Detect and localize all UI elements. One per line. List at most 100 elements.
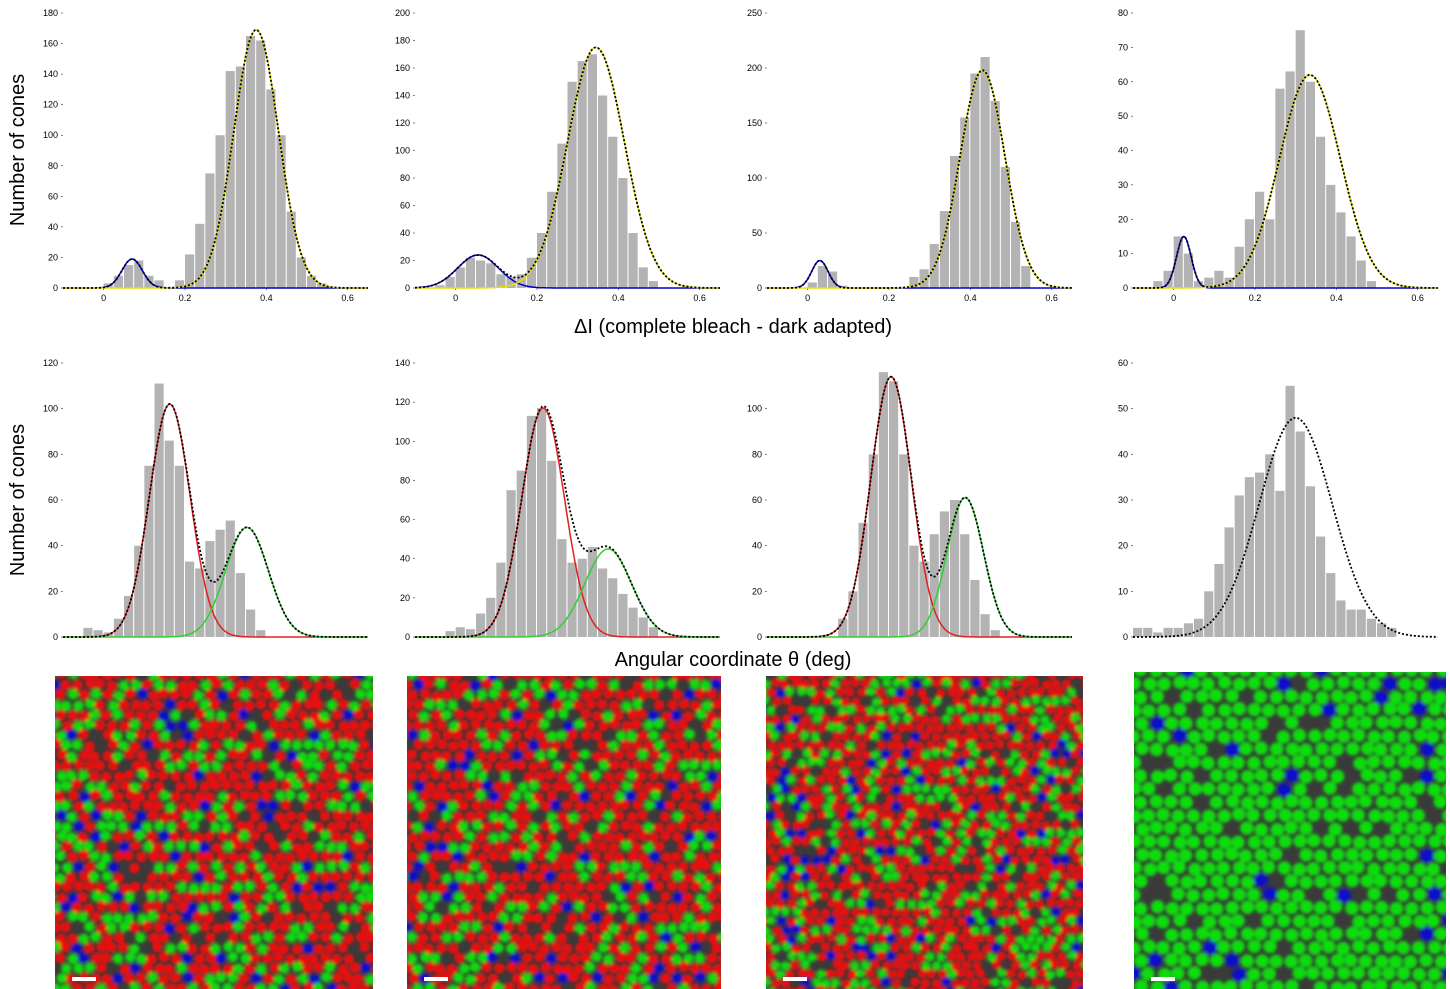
cone bbox=[257, 944, 267, 954]
cone bbox=[1016, 670, 1025, 679]
cone bbox=[66, 730, 76, 740]
cone bbox=[487, 730, 497, 740]
cone bbox=[615, 892, 625, 902]
cone bbox=[325, 962, 335, 972]
cone bbox=[1077, 934, 1086, 943]
cone bbox=[962, 837, 971, 846]
cone bbox=[89, 751, 99, 761]
cone bbox=[119, 922, 129, 932]
cone bbox=[79, 750, 89, 760]
cone bbox=[712, 800, 722, 810]
cone bbox=[436, 678, 446, 688]
cone bbox=[574, 801, 584, 811]
cone bbox=[827, 740, 836, 749]
cone bbox=[430, 770, 440, 780]
cone bbox=[1210, 954, 1224, 968]
cone bbox=[782, 750, 791, 759]
cone bbox=[1411, 756, 1425, 770]
cone bbox=[667, 781, 677, 791]
cone bbox=[1195, 953, 1209, 967]
cone bbox=[303, 739, 313, 749]
cone bbox=[1165, 874, 1179, 888]
cone bbox=[1166, 744, 1180, 758]
cone bbox=[413, 739, 423, 749]
cone bbox=[777, 742, 786, 751]
cone bbox=[256, 922, 266, 932]
cone bbox=[562, 861, 572, 871]
cone bbox=[403, 963, 413, 973]
cone bbox=[1285, 928, 1299, 942]
cone bbox=[1413, 888, 1427, 902]
cone bbox=[855, 758, 864, 767]
cone bbox=[1076, 741, 1085, 750]
cone bbox=[460, 882, 470, 892]
cone bbox=[465, 891, 475, 901]
cone bbox=[557, 933, 567, 943]
cone bbox=[580, 852, 590, 862]
cone bbox=[350, 881, 360, 891]
cone bbox=[797, 969, 806, 978]
cone bbox=[487, 709, 497, 719]
cone bbox=[796, 916, 805, 925]
cone bbox=[811, 696, 820, 705]
cone bbox=[1196, 902, 1210, 916]
cone bbox=[1067, 688, 1076, 697]
cone bbox=[857, 688, 866, 697]
cone bbox=[471, 921, 481, 931]
cone bbox=[1067, 934, 1076, 943]
cone bbox=[285, 892, 295, 902]
cone bbox=[443, 729, 453, 739]
cone bbox=[1051, 697, 1060, 706]
cone bbox=[932, 803, 941, 812]
cone bbox=[673, 892, 683, 902]
cone bbox=[125, 892, 135, 902]
cone bbox=[155, 963, 165, 973]
cone bbox=[725, 700, 735, 710]
cone bbox=[158, 912, 168, 922]
cone bbox=[638, 911, 648, 921]
cone bbox=[401, 922, 411, 932]
cone bbox=[430, 932, 440, 942]
cone bbox=[274, 670, 284, 680]
cone bbox=[390, 759, 400, 769]
cone bbox=[101, 831, 111, 841]
cone bbox=[1070, 820, 1079, 829]
cone bbox=[569, 891, 579, 901]
cone bbox=[598, 822, 608, 832]
cone bbox=[682, 670, 692, 680]
cone bbox=[356, 893, 366, 903]
cone bbox=[812, 714, 821, 723]
cone bbox=[1353, 757, 1367, 771]
cone bbox=[962, 926, 971, 935]
cone bbox=[627, 710, 637, 720]
bar bbox=[527, 416, 536, 637]
cone bbox=[609, 963, 619, 973]
cone bbox=[442, 873, 452, 883]
cone bbox=[418, 912, 428, 922]
bar bbox=[991, 630, 1000, 637]
cone bbox=[880, 943, 889, 952]
cone bbox=[170, 811, 180, 821]
cone bbox=[43, 690, 53, 700]
cone bbox=[435, 964, 445, 974]
cone bbox=[1001, 821, 1010, 830]
cone bbox=[67, 832, 77, 842]
cone bbox=[842, 784, 851, 793]
cone bbox=[546, 691, 556, 701]
cone bbox=[418, 933, 428, 943]
cone bbox=[971, 748, 980, 757]
cone bbox=[832, 715, 841, 724]
cone bbox=[539, 659, 549, 669]
cone bbox=[160, 750, 170, 760]
cone bbox=[816, 740, 825, 749]
y-tick-label: 60 bbox=[400, 201, 410, 211]
cone bbox=[471, 659, 481, 669]
histogram-panel: 05010015020025000.20.40.6 bbox=[747, 8, 1072, 303]
cone bbox=[1142, 729, 1156, 743]
cone bbox=[1173, 836, 1187, 850]
cone bbox=[83, 841, 93, 851]
cone bbox=[886, 934, 895, 943]
cone bbox=[787, 794, 796, 803]
cone bbox=[717, 671, 727, 681]
y-tick-label: 180 bbox=[43, 8, 58, 18]
